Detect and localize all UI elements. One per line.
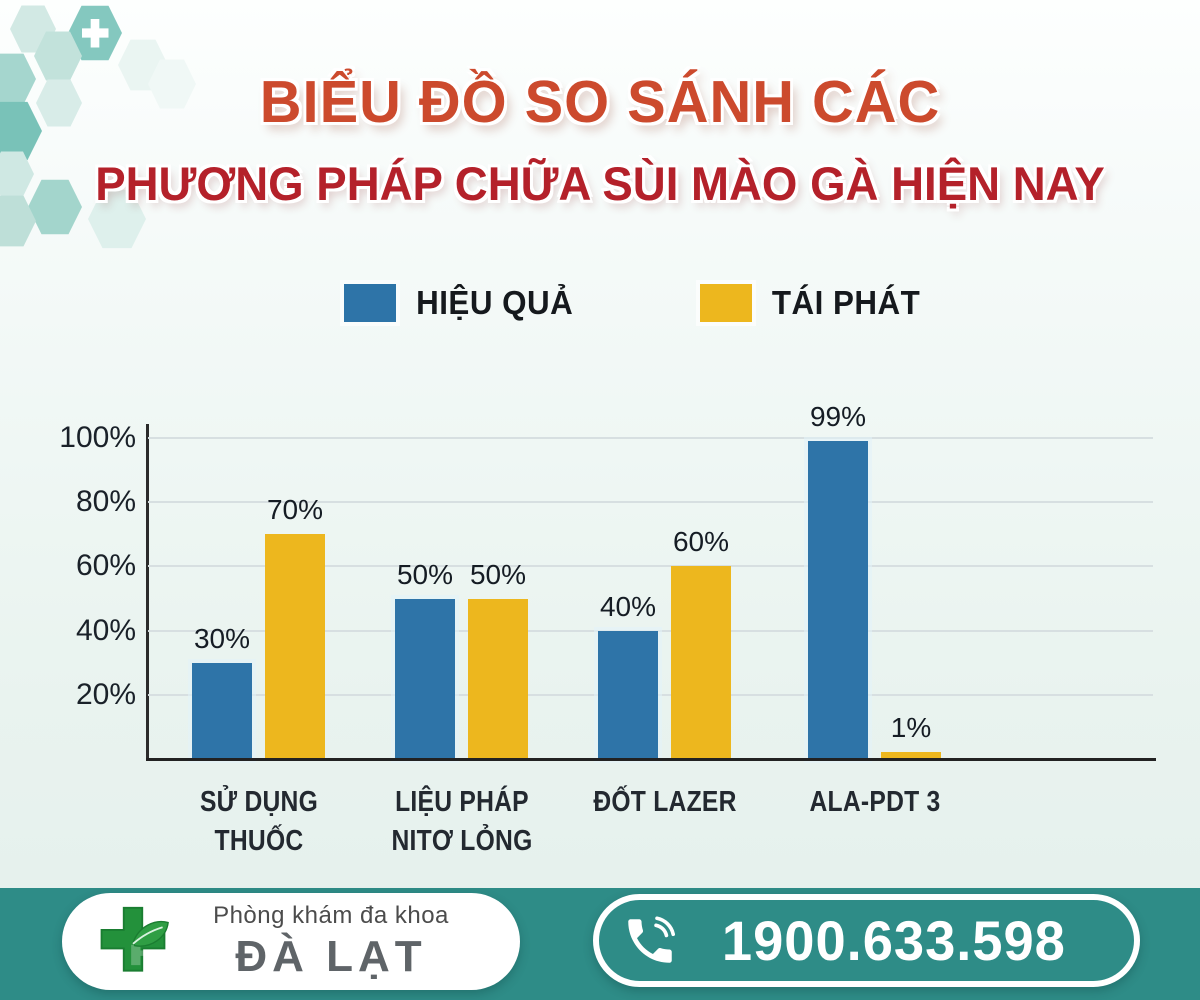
bar xyxy=(468,598,528,759)
y-tick-label: 100% xyxy=(59,421,136,454)
phone-number: 1900.633.598 xyxy=(721,909,1066,972)
category-label: SỬ DỤNG THUỐC xyxy=(199,786,318,857)
y-tick-label: 80% xyxy=(75,485,136,519)
clinic-cross-leaf-logo xyxy=(100,906,169,972)
y-tick-label: 20% xyxy=(75,677,136,711)
legend-label: HIỆU QUẢ xyxy=(416,284,574,321)
legend-swatch-blue xyxy=(344,284,397,322)
chart-legend: HIỆU QUẢ TÁI PHÁT xyxy=(34,284,1200,322)
y-axis-labels: 100% 80% 60% 40% 20% xyxy=(28,421,136,759)
category-label: ALA-PDT 3 xyxy=(808,786,941,818)
bar-value-label: 60% xyxy=(672,526,730,558)
clinic-badge: Phòng khám đa khoa ĐÀ LẠT xyxy=(62,893,520,990)
category-label: ĐỐT LAZER xyxy=(592,786,737,818)
bar xyxy=(395,598,455,759)
poster-title-line2: PHƯƠNG PHÁP CHỮA SÙI MÀO GÀ HIỆN NAY xyxy=(95,157,1105,210)
gridline xyxy=(148,437,1153,439)
clinic-name-line1: Phòng khám đa khoa xyxy=(213,901,449,929)
x-axis-line xyxy=(146,758,1156,761)
footer-band: Phòng khám đa khoa ĐÀ LẠT 1900.633.598 xyxy=(0,888,1200,1000)
bar-value-label: 50% xyxy=(396,558,454,590)
clinic-text: Phòng khám đa khoa ĐÀ LẠT xyxy=(170,902,520,982)
phone-icon xyxy=(628,915,676,963)
bar xyxy=(808,441,868,759)
bar xyxy=(192,662,252,759)
clinic-name-line2: ĐÀ LẠT xyxy=(235,931,427,981)
category-labels: SỬ DỤNG THUỐC LIỆU PHÁP NITƠ LỎNG ĐỐT LAZE… xyxy=(148,783,1153,873)
bar-value-label: 70% xyxy=(266,494,324,526)
y-tick-label: 60% xyxy=(75,549,136,583)
medical-cross-icon xyxy=(81,18,109,48)
bar xyxy=(671,566,731,759)
bar xyxy=(598,630,658,759)
poster-title-line1: BIỂU ĐỒ SO SÁNH CÁC xyxy=(259,69,941,135)
bar-value-label: 30% xyxy=(193,622,251,654)
y-axis-line xyxy=(146,424,149,761)
bar-value-label: 40% xyxy=(599,590,657,622)
plot-area: 30% 70% 50% 50% 40% 60% 99% 1% xyxy=(148,401,1153,759)
bar xyxy=(881,752,941,759)
legend-item-recurrence: TÁI PHÁT xyxy=(699,284,924,322)
bar xyxy=(265,534,325,759)
legend-label: TÁI PHÁT xyxy=(771,284,920,321)
phone-badge: 1900.633.598 xyxy=(593,894,1140,987)
gridline xyxy=(148,501,1153,504)
gridline xyxy=(148,565,1153,568)
y-tick-label: 40% xyxy=(75,613,136,647)
bar-value-label: 50% xyxy=(469,558,527,590)
bar-value-label: 99% xyxy=(809,401,867,433)
category-label: LIỆU PHÁP NITƠ LỎNG xyxy=(390,786,533,857)
bar-value-label: 1% xyxy=(890,712,932,743)
legend-swatch-yellow xyxy=(699,284,752,322)
legend-item-effectiveness: HIỆU QUẢ xyxy=(344,284,577,322)
